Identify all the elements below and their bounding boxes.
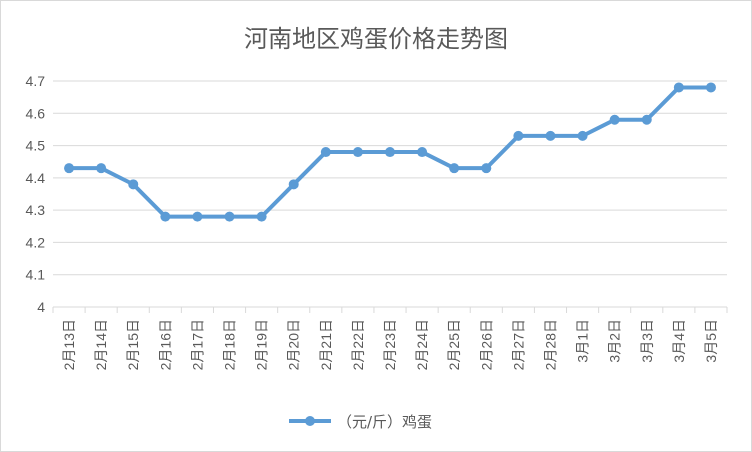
y-tick-label: 4.1 <box>26 267 46 283</box>
data-point <box>352 147 363 158</box>
x-tick-label: 2月15日 <box>125 319 141 370</box>
data-point <box>481 163 492 174</box>
x-tick-label: 2月17日 <box>189 319 205 370</box>
y-tick-label: 4.2 <box>26 234 46 250</box>
y-tick-label: 4.3 <box>26 202 46 218</box>
x-tick-label: 3月2日 <box>607 319 623 363</box>
x-tick-label: 2月16日 <box>157 319 173 370</box>
x-tick-label: 2月27日 <box>510 319 526 370</box>
x-axis-ticks: 2月13日 2月14日 2月15日 2月16日 2月17日 2月18日 2月19日 2月20日… <box>61 319 719 370</box>
x-tick-label: 2月18日 <box>222 319 238 370</box>
data-point <box>577 130 588 141</box>
data-point <box>673 82 684 93</box>
y-tick-label: 4 <box>37 299 45 315</box>
y-tick-label: 4.6 <box>26 105 46 121</box>
data-point <box>288 179 299 190</box>
x-tick-label: 2月22日 <box>350 319 366 370</box>
data-point <box>545 130 556 141</box>
data-point <box>320 147 331 158</box>
data-point <box>641 114 652 125</box>
x-tick-label: 2月25日 <box>446 319 462 370</box>
series-eggs <box>64 82 716 222</box>
data-point <box>192 211 203 222</box>
data-point <box>417 147 428 158</box>
x-tick-label: 2月13日 <box>61 319 77 370</box>
data-point <box>96 163 107 174</box>
x-tick-label: 3月1日 <box>575 319 591 363</box>
x-tick-label: 2月19日 <box>254 319 270 370</box>
legend-marker-swatch <box>305 416 315 426</box>
legend-label: （元/斤）鸡蛋 <box>337 413 432 431</box>
x-tick-label: 3月5日 <box>703 319 719 363</box>
x-tick-label: 2月21日 <box>318 319 334 370</box>
data-point <box>128 179 139 190</box>
x-tick-label: 2月24日 <box>414 319 430 370</box>
gridlines <box>52 80 728 313</box>
data-point <box>256 211 267 222</box>
data-point <box>513 130 524 141</box>
chart-title: 河南地区鸡蛋价格走势图 <box>244 25 508 53</box>
x-tick-label: 2月23日 <box>382 319 398 370</box>
data-point <box>705 82 716 93</box>
y-axis-ticks: 4.7 4.6 4.5 4.4 4.3 4.2 4.1 4 <box>26 73 46 315</box>
x-tick-label: 2月26日 <box>478 319 494 370</box>
y-tick-label: 4.7 <box>26 73 46 89</box>
data-point <box>449 163 460 174</box>
y-tick-label: 4.5 <box>26 138 46 154</box>
data-point <box>160 211 171 222</box>
legend: （元/斤）鸡蛋 <box>289 413 432 431</box>
data-point <box>385 147 395 158</box>
x-tick-label: 3月3日 <box>639 319 655 363</box>
x-tick-label: 3月4日 <box>671 319 687 363</box>
data-point <box>224 211 235 222</box>
x-tick-label: 2月28日 <box>542 319 558 370</box>
x-tick-label: 2月14日 <box>93 319 109 370</box>
x-tick-label: 2月20日 <box>286 319 302 370</box>
y-tick-label: 4.4 <box>26 170 46 186</box>
data-point <box>609 114 620 125</box>
data-point <box>64 163 75 174</box>
